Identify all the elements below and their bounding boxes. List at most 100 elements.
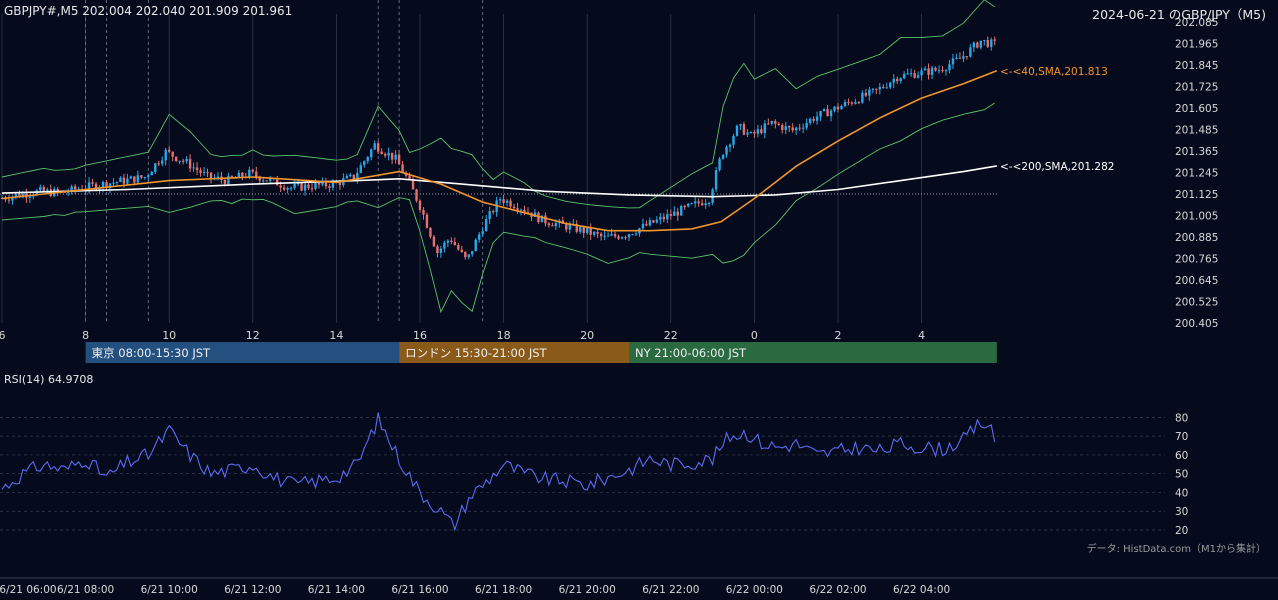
candle-up [983,40,986,42]
hour-tick-label: 2 [835,329,842,342]
candle-down [418,200,422,210]
rsi-tick-label: 70 [1175,431,1188,443]
hour-tick-label: 0 [751,329,758,342]
candle-down [425,214,429,228]
candle-up [296,183,300,185]
candle-down [575,223,578,232]
price-tick-label: 201.245 [1175,168,1218,180]
candle-down [565,223,568,230]
candle-up [808,118,812,123]
candle-up [115,182,119,184]
candle-down [460,249,463,252]
candle-up [248,169,251,177]
session-label: 東京 08:00-15:30 JST [92,346,211,360]
candle-down [188,159,192,169]
candle-down [300,183,303,191]
candle-up [707,202,711,204]
datetime-tick-label: 6/22 02:00 [809,584,866,596]
candle-up [732,135,735,145]
candle-up [439,248,443,254]
candle-up [641,223,645,229]
candle-down [380,151,383,154]
candle-up [795,127,798,131]
candle-up [906,73,909,75]
candle-up [488,211,491,220]
session-bar: 東京 08:00-15:30 JST ロンドン 15:30-21:00 JST NY… [85,342,997,363]
candle-down [596,231,599,234]
bollinger-upper [1,0,995,209]
candle-up [962,56,965,59]
candle-down [328,186,331,188]
candle-up [216,176,220,178]
candle-up [387,152,390,156]
candle-down [509,200,512,207]
candle-down [18,194,21,198]
candle-up [763,123,767,134]
candle-down [857,102,861,104]
datetime-tick-label: 6/21 06:00 [0,584,57,596]
candle-up [889,82,892,88]
candle-down [767,123,770,125]
price-tick-label: 200.525 [1175,297,1218,309]
hour-tick-label: 12 [246,329,260,342]
date-title: 2024-06-21 のGBP/JPY（M5) [1092,7,1266,22]
rsi-title: RSI(14) 64.9708 [4,373,94,386]
candle-down [377,143,380,152]
hour-axis: 6 8 10 12 14 16 18 20 22 0 2 4 [0,329,925,342]
candle-up [655,219,659,223]
candle-down [422,209,425,215]
candle-down [927,68,930,75]
candle-up [498,199,502,201]
rsi-tick-label: 60 [1175,450,1188,462]
candle-up [721,154,725,159]
price-tick-label: 201.965 [1175,39,1218,51]
candle-down [697,201,700,204]
candle-up [147,175,150,178]
candle-up [237,172,241,178]
session-tokyo [85,342,400,363]
price-tick-label: 200.885 [1175,232,1218,244]
candle-down [457,245,460,250]
candle-down [589,227,592,235]
datetime-tick-label: 6/21 16:00 [391,584,448,596]
candle-up [948,64,951,71]
candle-down [390,152,394,160]
candle-up [627,234,631,238]
candle-down [429,227,432,237]
candle-down [255,171,258,177]
candle-up [937,70,941,72]
candle-up [784,126,787,131]
candle-up [916,75,920,78]
session-label: ロンドン 15:30-21:00 JST [405,346,547,360]
candle-up [955,57,958,59]
source-note: データ: HistData.com（M1から集計） [1086,544,1266,555]
price-axis: 202.085 201.965 201.845 201.725 201.605 201.4… [1175,17,1218,330]
candle-up [972,42,976,48]
candle-up [467,254,470,258]
candle-down [279,185,282,188]
candle-up [289,187,293,189]
session-london [399,342,629,363]
candle-up [126,178,129,184]
candle-down [516,208,519,211]
hour-tick-label: 6 [0,329,6,342]
candle-down [258,176,261,181]
datetime-tick-label: 6/22 00:00 [726,584,783,596]
candle-up [129,176,133,179]
candle-up [119,177,122,183]
candle-up [185,159,188,162]
candle-up [634,233,638,235]
candle-down [168,149,171,152]
candle-up [11,196,14,201]
candle-up [648,220,652,226]
candle-up [192,167,195,169]
candle-up [178,160,181,162]
price-tick-label: 200.405 [1175,318,1218,330]
candle-down [836,106,840,110]
candle-down [122,177,126,184]
candle-up [693,201,697,204]
session-label: NY 21:00-06:00 JST [635,346,747,360]
rsi-tick-label: 50 [1175,469,1188,481]
hour-tick-label: 16 [413,329,427,342]
